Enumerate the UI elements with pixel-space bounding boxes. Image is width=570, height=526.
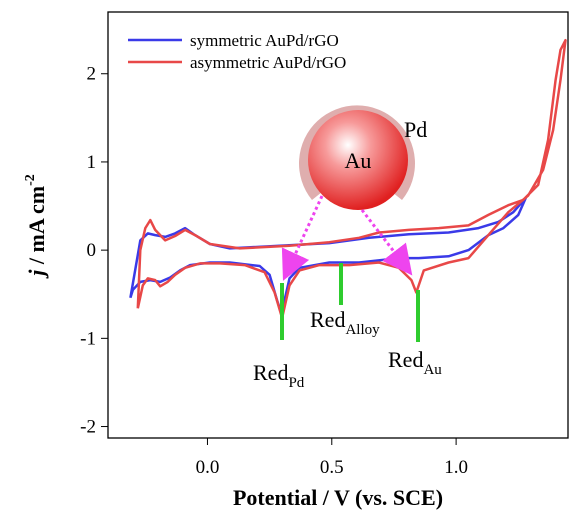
y-tick-label: 2 — [87, 64, 97, 85]
plot-frame — [107, 11, 569, 439]
x-axis-label: Potential / V (vs. SCE) — [233, 485, 443, 510]
arrow — [281, 195, 324, 281]
au-core — [308, 110, 408, 210]
particle: Au Pd — [281, 105, 427, 281]
annotation-sub: Alloy — [345, 322, 380, 338]
legend-label: asymmetric AuPd/rGO — [190, 53, 346, 72]
y-tick-label: -1 — [80, 328, 96, 349]
series-line — [129, 196, 527, 317]
annotation: RedAu — [388, 347, 442, 378]
series-line — [136, 38, 567, 320]
y-label-text: / mA cm — [24, 186, 49, 270]
y-tick-label: 0 — [87, 240, 97, 261]
y-label-symbol: j — [24, 269, 49, 279]
legend-label: symmetric AuPd/rGO — [190, 31, 339, 50]
annotation: RedPd — [253, 360, 305, 391]
x-tick-label: 0.0 — [196, 457, 220, 478]
x-tick-label: 0.5 — [320, 457, 344, 478]
annotation-sub: Au — [423, 362, 442, 378]
annotation-text: Red — [388, 347, 423, 372]
y-axis-label: j / mA cm-2 — [23, 174, 49, 279]
annotation-text: Red — [253, 360, 288, 385]
pd-shell — [299, 105, 415, 200]
y-label-exponent: -2 — [23, 174, 38, 186]
x-tick-label: 1.0 — [444, 457, 468, 478]
annotation-text: Red — [310, 307, 345, 332]
annotation-sub: Pd — [288, 375, 304, 391]
annotation: RedAlloy — [310, 307, 380, 338]
core-label: Au — [345, 148, 372, 173]
y-tick-label: -2 — [80, 417, 96, 438]
shell-label: Pd — [404, 117, 427, 142]
y-tick-label: 1 — [87, 152, 97, 173]
